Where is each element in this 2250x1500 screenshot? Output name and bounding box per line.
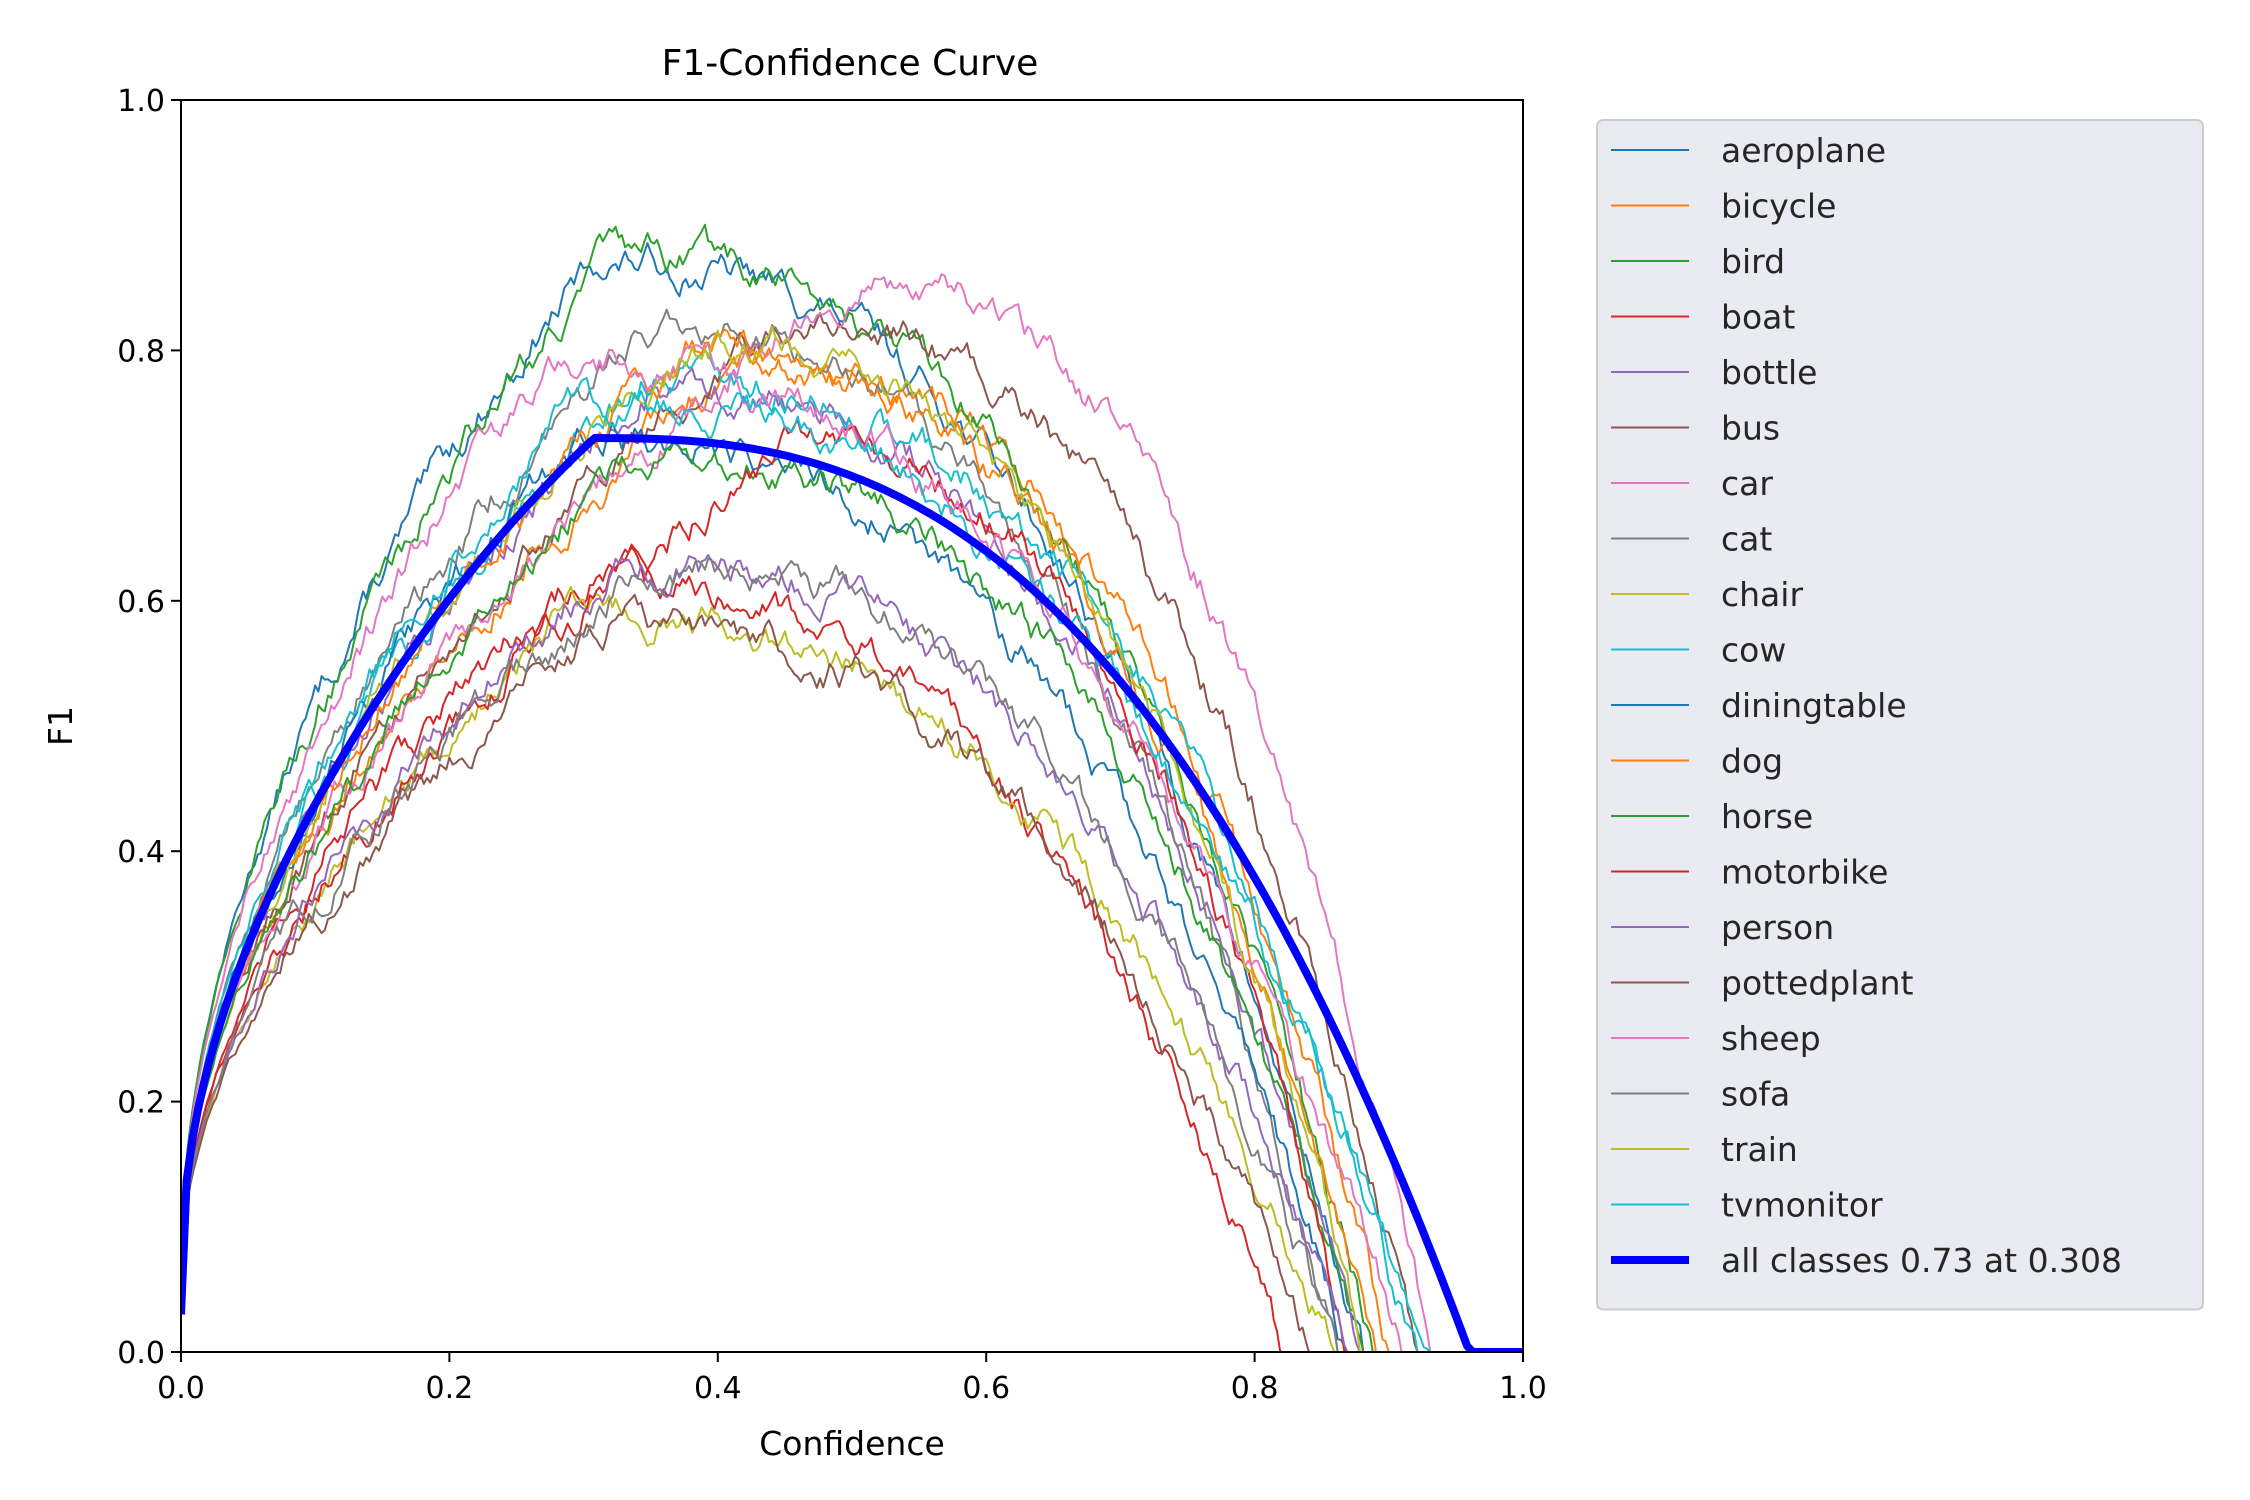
- series-line-person: [181, 554, 1523, 1352]
- legend-label: cow: [1721, 631, 1786, 670]
- x-axis-label: Confidence: [759, 1424, 945, 1463]
- legend-label: all classes 0.73 at 0.308: [1721, 1241, 2122, 1280]
- legend-label: person: [1721, 908, 1834, 947]
- legend-box: [1596, 119, 2204, 1311]
- series-line-boat: [181, 546, 1523, 1352]
- x-tick-label: 0.0: [157, 1371, 205, 1406]
- x-tick-label: 0.8: [1231, 1371, 1279, 1406]
- y-tick-label: 1.0: [117, 84, 165, 119]
- legend-label: bicycle: [1721, 187, 1836, 226]
- legend-label: chair: [1721, 575, 1803, 614]
- legend-label: cat: [1721, 520, 1772, 559]
- legend-label: bus: [1721, 409, 1780, 448]
- chart-title: F1-Confidence Curve: [662, 43, 1039, 84]
- legend-label: sheep: [1721, 1019, 1821, 1058]
- y-tick-label: 0.0: [117, 1336, 165, 1371]
- legend: aeroplane bicycle bird boat bottle bus car cat c…: [1596, 119, 2204, 1311]
- series-line-sheep: [181, 342, 1523, 1352]
- legend-label: sofa: [1721, 1075, 1790, 1114]
- legend-label: tvmonitor: [1721, 1186, 1883, 1225]
- legend-label: dog: [1721, 742, 1783, 781]
- series-line-car: [181, 273, 1523, 1352]
- series-line-bicycle: [181, 348, 1523, 1352]
- series-line-sofa: [181, 557, 1523, 1352]
- x-tick-label: 1.0: [1499, 1371, 1547, 1406]
- legend-label: train: [1721, 1130, 1798, 1169]
- series-line-all: [181, 434, 1523, 1352]
- y-tick-label: 0.4: [117, 835, 165, 870]
- series-line-tvmonitor: [181, 377, 1523, 1352]
- legend-label: bird: [1721, 242, 1785, 281]
- legend-label: boat: [1721, 298, 1795, 337]
- legend-label: pottedplant: [1721, 964, 1914, 1003]
- legend-label: aeroplane: [1721, 131, 1886, 170]
- y-tick-label: 0.6: [117, 585, 165, 620]
- y-axis-label: F1: [41, 706, 80, 746]
- y-tick-label: 0.8: [117, 334, 165, 369]
- series-line-dog: [181, 328, 1523, 1352]
- plot-frame: [180, 99, 1524, 1353]
- legend-label: car: [1721, 464, 1773, 503]
- x-tick-label: 0.6: [962, 1371, 1010, 1406]
- x-tick-label: 0.2: [426, 1371, 474, 1406]
- x-axis: 0.0 0.2 0.4 0.6 0.8 1.0: [157, 1352, 1547, 1406]
- y-axis: 0.0 0.2 0.4 0.6 0.8 1.0: [117, 84, 181, 1371]
- legend-label: diningtable: [1721, 686, 1907, 725]
- x-tick-label: 0.4: [694, 1371, 742, 1406]
- series-line-pottedplant: [181, 593, 1523, 1352]
- plot-lines: [181, 223, 1523, 1352]
- legend-label: bottle: [1721, 353, 1818, 392]
- series-line-chair: [181, 586, 1523, 1352]
- series-line-diningtable: [181, 421, 1523, 1352]
- series-line-horse: [181, 439, 1523, 1352]
- legend-label: horse: [1721, 797, 1813, 836]
- y-tick-label: 0.2: [117, 1086, 165, 1121]
- legend-label: motorbike: [1721, 853, 1888, 892]
